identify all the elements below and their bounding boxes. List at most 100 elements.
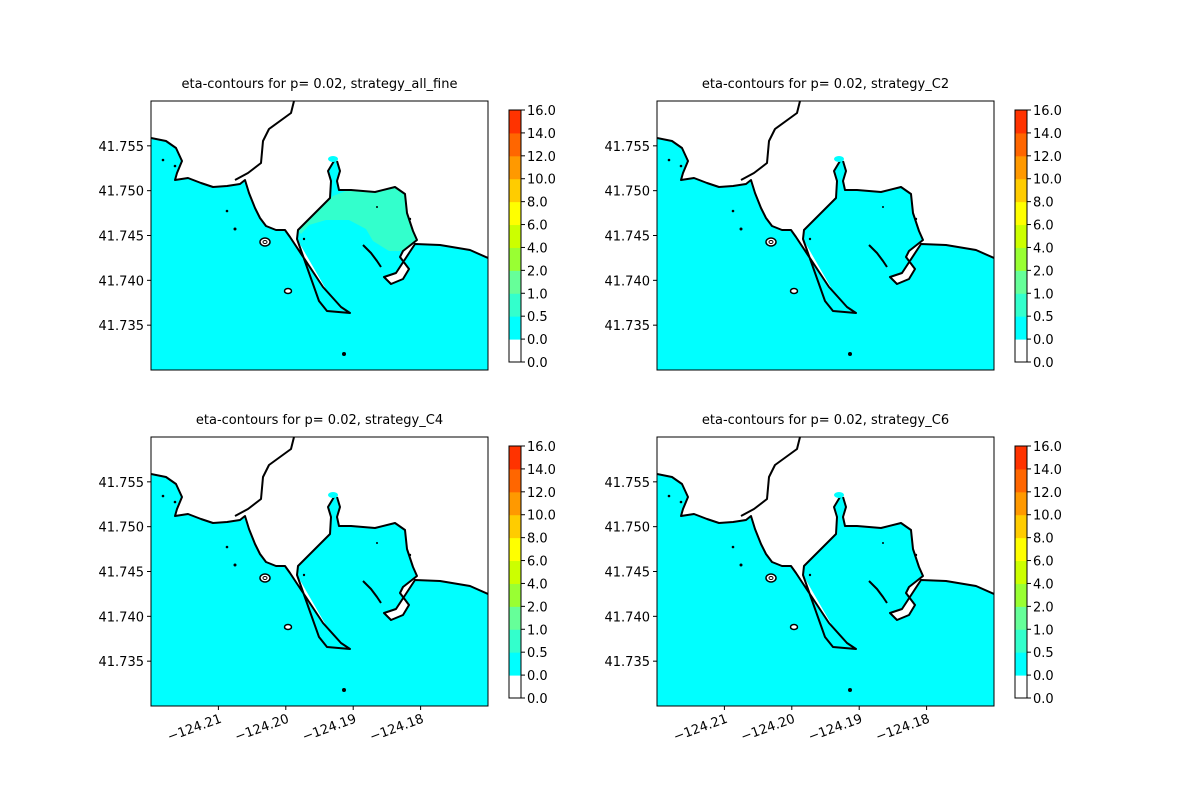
colorbar-tick-label: 0.0 — [527, 356, 548, 371]
colorbar-tick-label: 0.5 — [527, 646, 548, 661]
y-tick-label: 41.755 — [99, 140, 145, 155]
colorbar-band — [509, 629, 521, 653]
colorbar-tick-label: 1.0 — [1033, 623, 1054, 638]
colorbar-tick-label: 0.5 — [527, 310, 548, 325]
colorbar-tick-label: 16.0 — [527, 440, 556, 455]
colorbar-tick-label: 0.0 — [1033, 692, 1054, 707]
colorbar-band — [509, 270, 521, 294]
colorbar-frame — [508, 109, 522, 363]
y-tick-label: 41.735 — [605, 319, 651, 334]
y-tick-label: 41.740 — [605, 274, 651, 289]
colorbar-band — [1015, 583, 1027, 607]
colorbar-band — [509, 247, 521, 271]
x-tick-label: −124.18 — [874, 712, 932, 745]
y-tick-label: 41.735 — [99, 319, 145, 334]
colorbar-tick-label: 4.0 — [1033, 241, 1054, 256]
colorbar-tick-label: 16.0 — [1033, 440, 1062, 455]
colorbar-tick-label: 12.0 — [527, 150, 556, 165]
colorbar-band — [509, 606, 521, 630]
colorbar-band — [1015, 652, 1027, 676]
x-tick-label: −124.19 — [806, 712, 864, 745]
y-tick-label: 41.735 — [99, 655, 145, 670]
colorbar-tick-label: 16.0 — [527, 104, 556, 119]
chart-title: eta-contours for p= 0.02, strategy_C4 — [196, 413, 443, 428]
colorbar-band — [509, 491, 521, 516]
y-tick-label: 41.750 — [605, 185, 651, 200]
colorbar-band — [1015, 201, 1027, 226]
colorbar-tick-label: 10.0 — [1033, 173, 1062, 188]
colorbar-tick-label: 2.0 — [1033, 600, 1054, 615]
colorbar-band — [509, 675, 521, 699]
colorbar-band — [509, 224, 521, 248]
panel: eta-contours for p= 0.02, strategy_C4 41.… — [99, 413, 556, 745]
colorbar-band — [509, 514, 521, 539]
colorbar-tick-label: 0.5 — [1033, 310, 1054, 325]
colorbar-tick-label: 4.0 — [1033, 577, 1054, 592]
colorbar-band — [1015, 316, 1027, 340]
y-tick-label: 41.740 — [605, 610, 651, 625]
colorbar-band — [1015, 270, 1027, 294]
colorbar-tick-label: 12.0 — [1033, 486, 1062, 501]
colorbar-tick-label: 1.0 — [527, 623, 548, 638]
colorbar-band — [509, 178, 521, 203]
colorbar-tick-label: 10.0 — [527, 173, 556, 188]
y-tick-label: 41.750 — [99, 521, 145, 536]
colorbar-band — [509, 132, 521, 157]
colorbar-band — [1015, 629, 1027, 653]
colorbar-band — [1015, 560, 1027, 584]
chart-title: eta-contours for p= 0.02, strategy_C2 — [702, 77, 949, 92]
colorbar-tick-label: 14.0 — [527, 463, 556, 478]
colorbar-band — [509, 560, 521, 584]
colorbar-tick-label: 8.0 — [527, 532, 548, 547]
colorbar-tick-label: 14.0 — [1033, 463, 1062, 478]
colorbar-frame — [508, 445, 522, 699]
colorbar-tick-label: 0.0 — [527, 333, 548, 348]
y-tick-label: 41.750 — [605, 521, 651, 536]
x-tick-label: −124.19 — [300, 712, 358, 745]
colorbar-band — [509, 293, 521, 317]
colorbar-band — [509, 339, 521, 363]
colorbar-band — [1015, 468, 1027, 493]
colorbar-tick-label: 2.0 — [527, 264, 548, 279]
panel: eta-contours for p= 0.02, strategy_all_f… — [99, 77, 556, 371]
colorbar-band — [1015, 224, 1027, 248]
panel: eta-contours for p= 0.02, strategy_C6 41.… — [605, 413, 1062, 745]
x-tick-label: −124.21 — [672, 712, 730, 745]
contour-area — [297, 187, 417, 251]
colorbar-tick-label: 0.0 — [1033, 333, 1054, 348]
colorbar-band — [1015, 110, 1027, 134]
colorbar-band — [509, 201, 521, 226]
colorbar-band — [1015, 339, 1027, 363]
colorbar-band — [509, 446, 521, 470]
x-tick-label: −124.20 — [233, 712, 291, 745]
colorbar-band — [1015, 491, 1027, 516]
colorbar-band — [509, 537, 521, 562]
colorbar-frame — [1014, 445, 1028, 699]
colorbar-band — [509, 652, 521, 676]
colorbar-tick-label: 6.0 — [527, 219, 548, 234]
colorbar-tick-label: 1.0 — [527, 287, 548, 302]
y-tick-label: 41.745 — [605, 566, 651, 581]
y-tick-label: 41.740 — [99, 610, 145, 625]
colorbar-tick-label: 8.0 — [527, 196, 548, 211]
colorbar-tick-label: 16.0 — [1033, 104, 1062, 119]
colorbar-tick-label: 4.0 — [527, 241, 548, 256]
x-tick-label: −124.21 — [166, 712, 224, 745]
colorbar-tick-label: 0.0 — [1033, 669, 1054, 684]
colorbar-tick-label: 8.0 — [1033, 196, 1054, 211]
y-tick-label: 41.755 — [605, 476, 651, 491]
colorbar-band — [1015, 178, 1027, 203]
colorbar-band — [1015, 446, 1027, 470]
colorbar-tick-label: 12.0 — [527, 486, 556, 501]
colorbar-band — [1015, 155, 1027, 180]
y-tick-label: 41.755 — [99, 476, 145, 491]
colorbar-tick-label: 0.5 — [1033, 646, 1054, 661]
y-tick-label: 41.755 — [605, 140, 651, 155]
chart-title: eta-contours for p= 0.02, strategy_C6 — [702, 413, 949, 428]
y-tick-label: 41.745 — [99, 566, 145, 581]
colorbar-tick-label: 6.0 — [1033, 219, 1054, 234]
colorbar-tick-label: 8.0 — [1033, 532, 1054, 547]
colorbar-frame — [1014, 109, 1028, 363]
colorbar-tick-label: 0.0 — [527, 669, 548, 684]
